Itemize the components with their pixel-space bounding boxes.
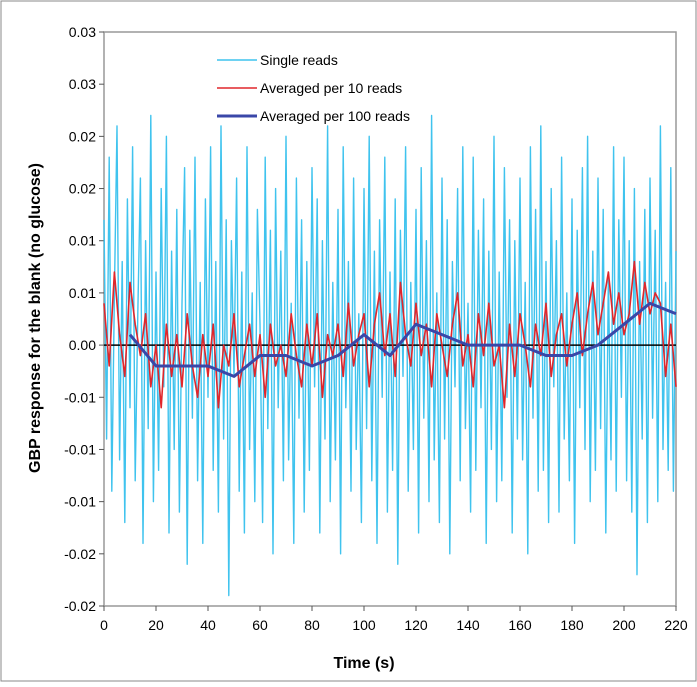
series-line [103,260,677,409]
x-tick-label: 200 [612,617,636,633]
y-axis-label: GBP response for the blank (no glucose) [27,163,44,473]
x-axis-label: Time (s) [333,655,394,672]
y-tick-label: 0.01 [69,285,96,301]
y-tick-label: -0.02 [64,598,96,614]
y-tick-label: 0.03 [69,76,96,92]
y-tick-label: 0.03 [69,24,96,40]
x-tick-label: 20 [148,617,164,633]
legend-label: Averaged per 100 reads [260,108,410,124]
x-tick-label: 160 [508,617,532,633]
legend-label: Single reads [260,52,338,68]
x-tick-label: 180 [560,617,584,633]
x-tick-label: 40 [200,617,216,633]
x-tick-label: 140 [456,617,480,633]
y-tick-label: 0.01 [69,233,96,249]
x-tick-label: 100 [352,617,376,633]
x-tick-label: 220 [664,617,688,633]
y-tick-label: -0.02 [64,546,96,562]
y-tick-label: -0.01 [64,494,96,510]
y-tick-label: -0.01 [64,389,96,405]
legend-label: Averaged per 10 reads [260,80,402,96]
y-tick-label: 0.02 [69,181,96,197]
x-tick-label: 0 [100,617,108,633]
x-tick-label: 120 [404,617,428,633]
x-tick-label: 60 [252,617,268,633]
series-line [128,301,677,378]
y-tick-label: 0.02 [69,128,96,144]
x-tick-label: 80 [304,617,320,633]
y-tick-label: 0.00 [69,337,96,353]
y-tick-label: -0.01 [64,441,96,457]
